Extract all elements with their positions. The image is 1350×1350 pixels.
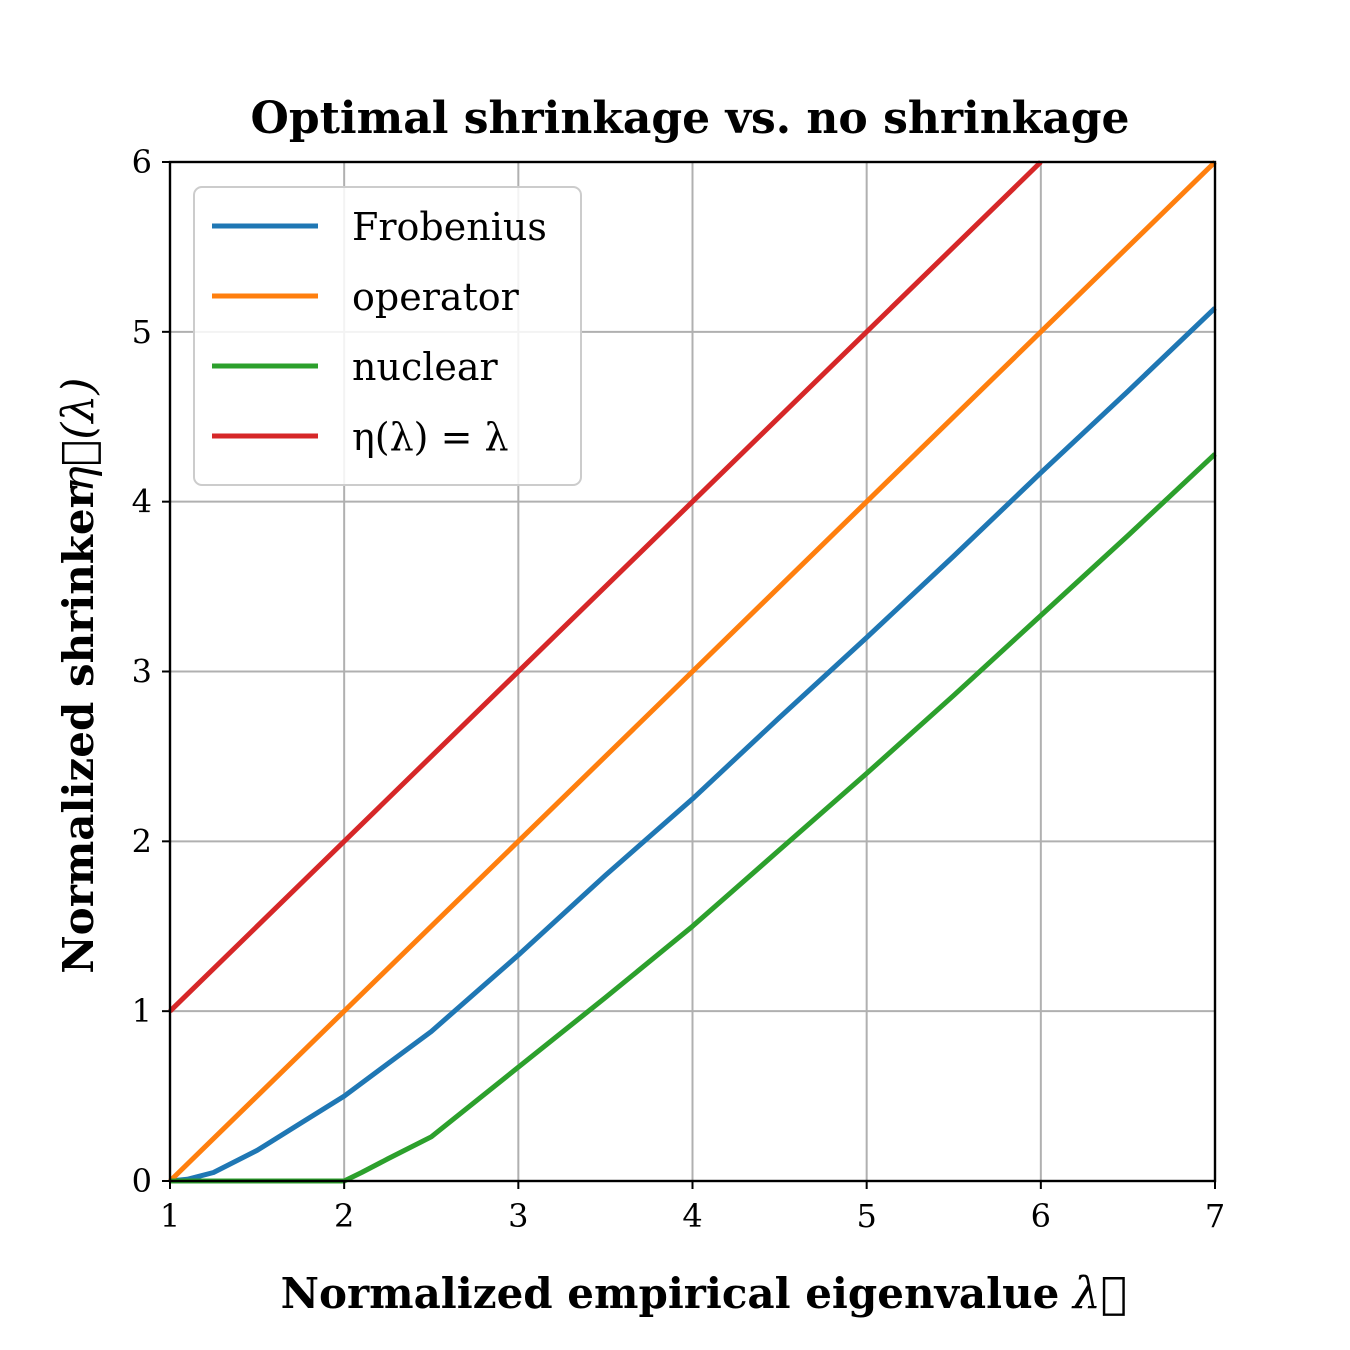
chart-title: Optimal shrinkage vs. no shrinkage (251, 93, 1130, 144)
x-axis-label: Normalized empirical eigenvalue (281, 1269, 1060, 1318)
y-tick-label: 5 (132, 313, 152, 351)
y-axis-label-group: Normalized shrinker η⃗(λ) (53, 378, 104, 974)
x-tick-label: 1 (160, 1197, 180, 1235)
legend: Frobenius operator nuclear η(λ) = λ (193, 186, 582, 486)
y-tick-label: 4 (132, 483, 152, 521)
series-line- (168, 160, 1043, 1013)
x-axis-symbol: λ⃗ (1071, 1268, 1127, 1319)
x-tick-label: 5 (856, 1197, 876, 1235)
y-tick-label: 6 (132, 143, 152, 181)
legend-box (193, 186, 582, 486)
legend-label: operator (352, 275, 520, 319)
series-line-nuclear (170, 452, 1217, 1184)
x-tick-label: 3 (508, 1197, 528, 1235)
legend-label: η(λ) = λ (352, 415, 509, 459)
x-tick-label: 4 (682, 1197, 702, 1235)
y-tick-label: 1 (132, 992, 152, 1030)
y-tick-label: 2 (132, 822, 152, 860)
x-tick-label: 7 (1205, 1197, 1225, 1235)
y-axis-symbol: η⃗(λ) (53, 378, 104, 493)
y-tick-label: 0 (132, 1162, 152, 1200)
y-tick-label: 3 (132, 653, 152, 691)
series-line-frobenius (169, 306, 1217, 1184)
series-line-operator (168, 160, 1217, 1183)
legend-label: Frobenius (352, 205, 547, 249)
x-tick-label: 2 (334, 1197, 354, 1235)
legend-label: nuclear (352, 345, 499, 389)
plot-series (168, 160, 1217, 1184)
x-tick-label: 6 (1031, 1197, 1051, 1235)
y-axis-label: Normalized shrinker (54, 485, 103, 973)
